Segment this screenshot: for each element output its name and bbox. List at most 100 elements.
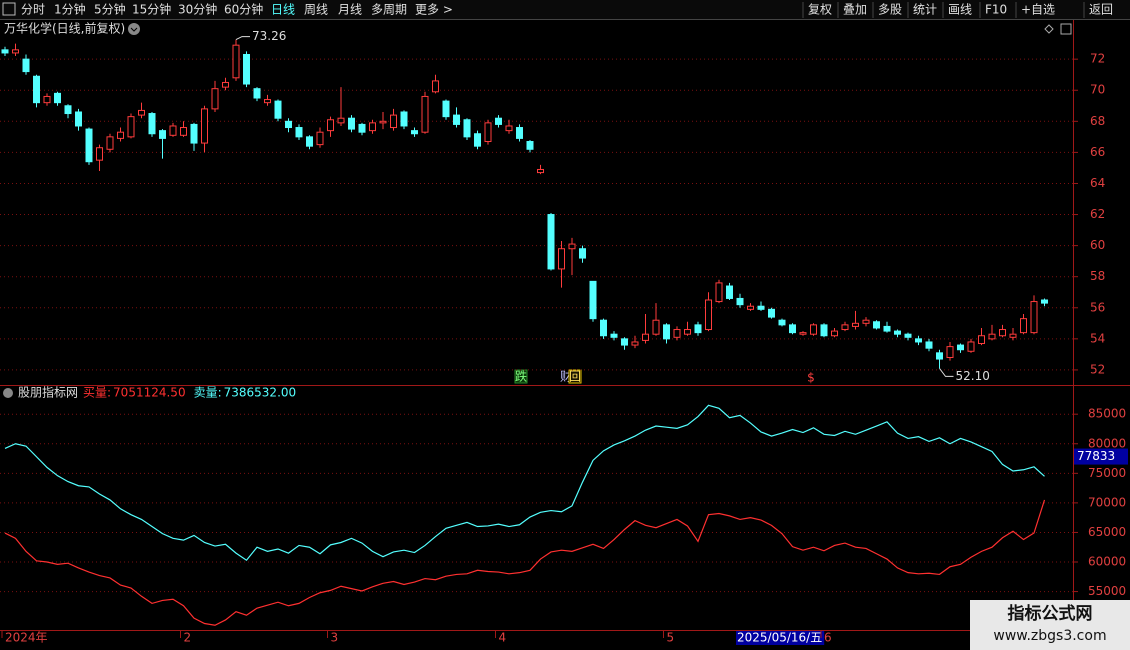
candle-body: [925, 341, 933, 349]
candle-body: [169, 125, 177, 136]
candle-body: [348, 117, 355, 130]
candle-body: [96, 147, 103, 161]
toolbar-button[interactable]: 30分钟: [178, 2, 217, 17]
candle-body: [243, 53, 250, 85]
candle-body: [358, 123, 366, 133]
candle-body: [495, 117, 502, 125]
candle-body: [684, 329, 691, 335]
toolbar-button[interactable]: 60分钟: [224, 2, 263, 17]
panel-dropdown[interactable]: [3, 388, 13, 398]
y-tick-label: 52: [1090, 362, 1105, 376]
candle-body: [799, 332, 807, 335]
candle-body: [148, 113, 156, 135]
candle-body: [264, 99, 271, 104]
toolbar-button[interactable]: 多股: [878, 3, 902, 17]
candle-body: [642, 333, 649, 341]
candle-body: [232, 44, 240, 79]
candle-body: [841, 324, 849, 331]
candle-body: [978, 335, 985, 345]
candle-body: [379, 120, 387, 124]
candle-body: [12, 49, 19, 54]
candle-body: [873, 321, 880, 329]
candle-body: [778, 319, 786, 326]
toolbar-button[interactable]: +自选: [1021, 3, 1055, 17]
candle-body: [253, 88, 261, 99]
extreme-label: 52.10: [956, 369, 990, 383]
y-tick-label: 60: [1090, 238, 1105, 252]
title-dropdown[interactable]: [128, 23, 140, 35]
candle-body: [726, 285, 733, 299]
candle-body: [222, 81, 229, 88]
toolbar-button[interactable]: F10: [985, 3, 1007, 17]
diamond-icon[interactable]: [1044, 24, 1054, 34]
candle-body: [894, 330, 901, 335]
toolbar-button[interactable]: 5分钟: [94, 2, 126, 17]
menu-icon[interactable]: [2, 2, 16, 16]
candle-body: [484, 122, 492, 143]
toolbar-button[interactable]: 叠加: [843, 3, 867, 17]
candle-body: [190, 123, 198, 144]
chart-title: 万华化学(日线,前复权): [4, 21, 125, 36]
y-tick-label: 70: [1090, 83, 1105, 97]
candle-body: [453, 114, 460, 125]
candle-body: [999, 329, 1006, 337]
candle-body: [306, 136, 313, 147]
candle-body: [474, 133, 481, 147]
watermark-url: www.zbgs3.com: [993, 628, 1106, 644]
toolbar-button[interactable]: 多周期: [371, 3, 407, 17]
toolbar-button[interactable]: 复权: [808, 3, 832, 17]
candle-body: [789, 324, 796, 334]
event-label[interactable]: 回: [569, 370, 581, 384]
toolbar-button[interactable]: 日线: [271, 3, 295, 17]
candle-body: [757, 305, 765, 310]
y-tick-label: 85000: [1088, 407, 1126, 421]
toolbar-button[interactable]: 返回: [1089, 3, 1113, 17]
toolbar-button[interactable]: 画线: [948, 3, 972, 17]
candle-body: [1, 49, 9, 54]
y-tick-label: 55000: [1088, 584, 1126, 598]
candle-body: [1041, 299, 1048, 304]
candle-body: [705, 299, 712, 331]
toolbar-button[interactable]: 统计: [913, 3, 937, 17]
candle-body: [568, 243, 576, 250]
crosshair-date-box: [736, 631, 825, 645]
y-tick-label: 64: [1090, 176, 1105, 190]
series-line: [4, 404, 1045, 562]
y-tick-label: 56: [1090, 300, 1105, 314]
candle-body: [411, 130, 418, 135]
toolbar: [0, 0, 1130, 19]
toolbar-button[interactable]: 分时: [21, 3, 45, 17]
extreme-pointer: [235, 36, 250, 41]
candle-body: [547, 214, 555, 270]
candle-body: [337, 117, 345, 124]
x-tick-label: 5: [667, 631, 675, 645]
event-label[interactable]: 跌: [515, 369, 527, 384]
candle-body: [285, 120, 292, 129]
event-box[interactable]: [568, 369, 582, 384]
series-line: [4, 499, 1046, 626]
extreme-pointer: [939, 368, 954, 377]
toolbar-button[interactable]: 1分钟: [54, 2, 86, 17]
legend-name: 买量:: [83, 386, 111, 400]
candle-body: [589, 280, 597, 320]
toolbar-button[interactable]: 周线: [304, 3, 328, 17]
candle-body: [988, 333, 996, 340]
candle-body: [957, 344, 964, 351]
toolbar-button[interactable]: 15分钟: [132, 2, 171, 17]
candle-body: [316, 131, 324, 146]
candle-body: [558, 248, 565, 270]
candle-body: [862, 319, 870, 324]
candle-body: [600, 319, 607, 337]
candle-body: [43, 95, 51, 104]
candle-body: [400, 111, 408, 127]
candle-body: [537, 168, 544, 174]
window-icon[interactable]: [1060, 23, 1072, 35]
candle-body: [22, 58, 30, 73]
x-tick-label: 6: [824, 631, 832, 645]
toolbar-button[interactable]: 月线: [338, 3, 362, 17]
event-label[interactable]: $: [807, 371, 815, 385]
toolbar-button[interactable]: 更多 >: [415, 3, 453, 17]
